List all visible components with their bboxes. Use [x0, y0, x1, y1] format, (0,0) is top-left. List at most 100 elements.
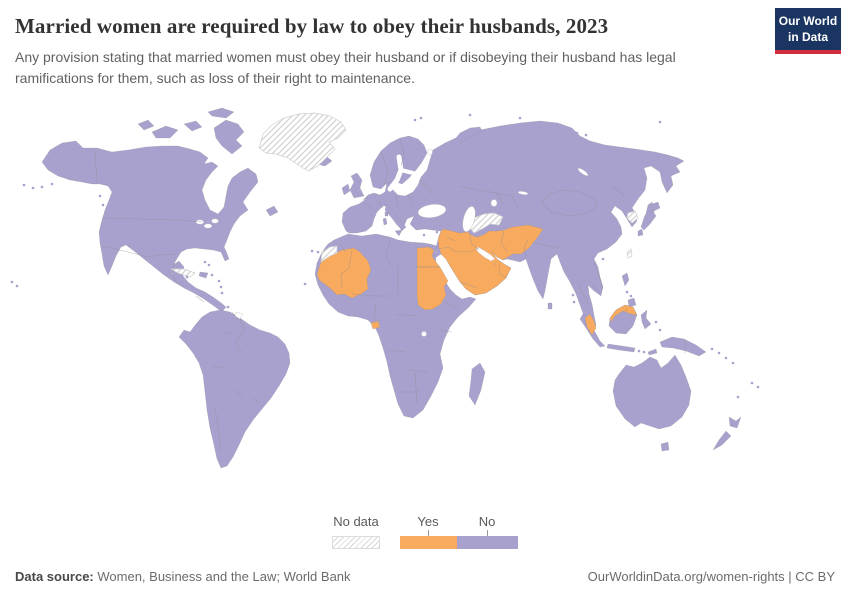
map-landmasses[interactable] [41, 107, 742, 469]
map-no-data-regions[interactable] [170, 112, 639, 278]
map-region-sulawesi[interactable] [640, 309, 652, 330]
map-region-baffin-island[interactable] [213, 119, 245, 155]
map-region-cuba-no-data[interactable] [170, 268, 196, 278]
caspian-sea [462, 206, 476, 232]
country-border [593, 261, 604, 289]
island-speck [731, 361, 735, 365]
country-border [511, 195, 519, 209]
aral-sea [490, 199, 498, 207]
french-guiana-gap [234, 311, 244, 320]
map-region-sardinia[interactable] [382, 217, 388, 226]
country-border [423, 181, 433, 195]
map-region-malaysia-borneo-brunei-yes[interactable] [609, 304, 638, 323]
island-speck [22, 183, 26, 187]
chart-title: Married women are required by law to obe… [15, 14, 609, 38]
country-border [100, 245, 177, 258]
country-border [439, 329, 453, 333]
island-speck [226, 305, 230, 309]
map-region-honshu[interactable] [640, 209, 657, 231]
country-border [500, 230, 508, 253]
country-border [459, 185, 511, 197]
baltic-sea [387, 154, 404, 192]
legend-swatch-yes[interactable] [400, 536, 457, 549]
map-region-greenland-no-data[interactable] [258, 112, 347, 172]
country-border [363, 202, 373, 209]
map-region-mindanao[interactable] [627, 297, 637, 308]
map-region-kyushu[interactable] [637, 228, 644, 237]
lake-victoria [421, 331, 427, 337]
chart-footer: Data source: Women, Business and the Law… [15, 569, 835, 584]
rights-link[interactable]: OurWorldinData.org/women-rights | CC BY [587, 569, 835, 584]
island-speck [316, 250, 320, 254]
island-speck [468, 113, 472, 117]
map-region-new-guinea[interactable] [659, 336, 707, 357]
country-border [380, 150, 389, 185]
map-region-north-america[interactable] [41, 140, 259, 313]
island-speck [98, 194, 102, 198]
map-region-ellesmere-island[interactable] [207, 107, 235, 119]
island-speck [736, 395, 740, 399]
map-region-malaysia-peninsular-yes[interactable] [584, 313, 597, 336]
map-region-arctic-island[interactable] [137, 119, 155, 131]
map-region-ireland[interactable] [341, 183, 351, 196]
map-region-tasmania[interactable] [660, 441, 670, 452]
white-sea [427, 148, 433, 156]
country-border [214, 407, 222, 453]
owid-logo[interactable]: Our World in Data [775, 8, 841, 55]
island-speck [518, 116, 522, 120]
island-speck [575, 131, 579, 135]
country-border [496, 192, 504, 205]
map-region-new-zealand-south[interactable] [712, 430, 732, 451]
island-speck [10, 280, 14, 284]
map-region-equatorial-guinea-yes[interactable] [370, 320, 381, 330]
island-speck [584, 133, 588, 137]
lake-baikal [577, 168, 589, 176]
map-region-novaya-zemlya[interactable] [451, 126, 483, 148]
country-border [459, 281, 478, 289]
island-speck [310, 249, 314, 253]
map-region-australia[interactable] [612, 354, 692, 430]
map-region-sicily[interactable] [394, 229, 403, 237]
map-region-hokkaido[interactable] [651, 201, 661, 212]
map-region-sudan-yes[interactable] [416, 266, 449, 311]
legend-swatch-no[interactable] [457, 536, 518, 549]
country-border [445, 301, 459, 311]
island-speck [625, 290, 629, 294]
country-border [351, 293, 390, 297]
map-region-arctic-island[interactable] [151, 125, 179, 139]
owid-logo-line2: in Data [787, 29, 828, 44]
map-region-mauritania-mali-yes[interactable] [316, 247, 372, 299]
map-region-timor[interactable] [647, 348, 658, 356]
island-speck [101, 203, 105, 207]
map-region-hispaniola[interactable] [198, 271, 209, 279]
country-border [414, 371, 418, 405]
map-region-north-korea-no-data[interactable] [626, 210, 639, 224]
island-speck [571, 293, 575, 297]
map-region-south-america[interactable] [178, 309, 291, 469]
country-border [385, 239, 393, 267]
map-region-western-sahara-no-data[interactable] [320, 245, 338, 263]
map-region-arctic-island[interactable] [183, 120, 203, 132]
country-border [340, 249, 353, 289]
map-region-newfoundland[interactable] [265, 205, 279, 217]
country-border [94, 151, 98, 183]
country-border [377, 199, 384, 209]
map-region-taiwan-no-data[interactable] [626, 248, 633, 259]
map-region-corsica[interactable] [384, 210, 389, 217]
map-region-luzon[interactable] [621, 272, 630, 287]
map-region-new-zealand-north[interactable] [728, 416, 742, 429]
island-speck [419, 116, 423, 120]
country-border [407, 369, 429, 373]
map-region-sri-lanka[interactable] [547, 302, 553, 310]
map-region-turkmenistan-no-data[interactable] [469, 212, 504, 234]
island-speck [219, 285, 223, 289]
island-speck [629, 294, 633, 298]
legend-swatch-no-data[interactable] [332, 536, 380, 549]
data-source: Data source: Women, Business and the Law… [15, 569, 351, 584]
map-region-madagascar[interactable] [468, 362, 486, 406]
map-region-java[interactable] [606, 343, 636, 353]
map-region-great-britain[interactable] [349, 172, 365, 199]
map-yes-regions[interactable] [316, 224, 638, 336]
country-border [468, 233, 480, 251]
